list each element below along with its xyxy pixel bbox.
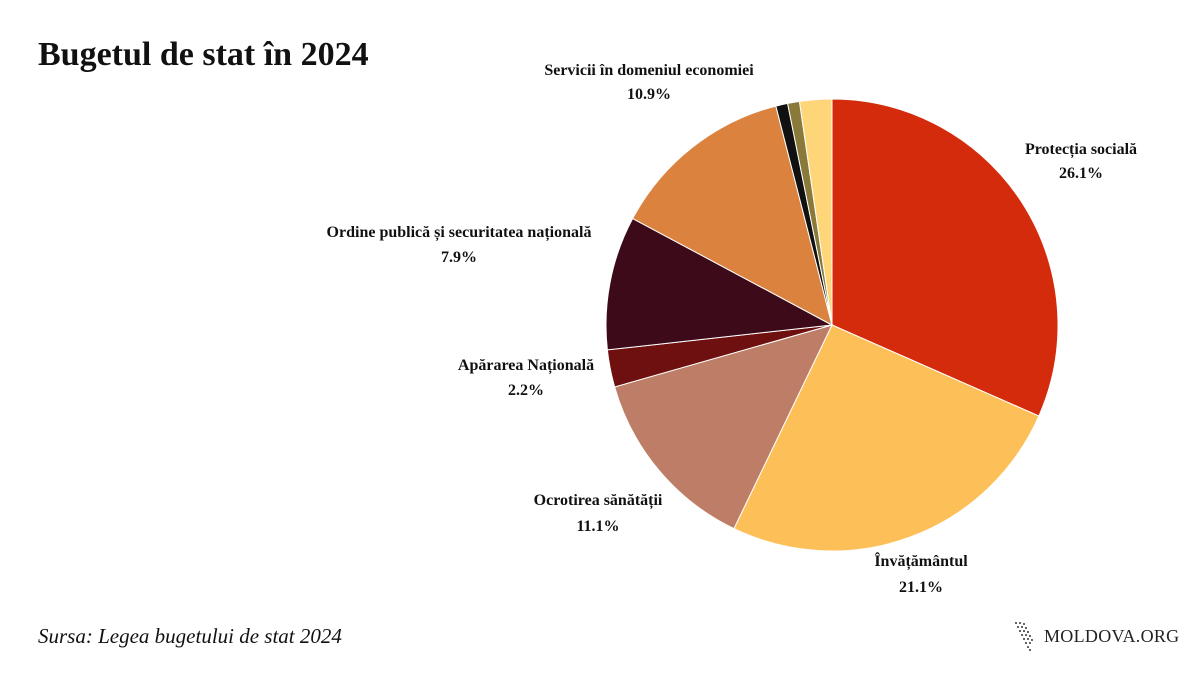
pie-slice-ocrotirea-sanatatii xyxy=(614,324,833,530)
slice-value-invatamantul: 21.1% xyxy=(899,579,943,596)
moldova-map-icon xyxy=(1015,622,1033,651)
brand-name: MOLDOVA.ORG xyxy=(1044,625,1180,646)
slice-label-invatamantul: Învățământul xyxy=(874,551,968,571)
chart-title: Bugetul de stat în 2024 xyxy=(38,36,369,73)
slice-value-ocrotirea-sanatatii: 11.1% xyxy=(576,518,619,535)
pie-slice-servicii-economie xyxy=(631,105,833,326)
source-note: Sursa: Legea bugetului de stat 2024 xyxy=(38,624,342,648)
pie-slice-invatamantul xyxy=(733,324,1040,552)
pie-slice-other-3 xyxy=(798,98,833,326)
slice-label-ocrotirea-sanatatii: Ocrotirea sănătății xyxy=(534,492,663,510)
slice-label-servicii-economie: Servicii în domeniul economiei xyxy=(544,62,754,79)
pie-slices xyxy=(605,98,1059,552)
pie-slice-protectia-sociala xyxy=(831,98,1059,417)
slice-label-apararea-nationala: Apărarea Națională xyxy=(458,357,594,375)
slice-label-protectia-sociala: Protecția socială xyxy=(1025,141,1137,159)
slice-value-servicii-economie: 10.9% xyxy=(627,86,671,103)
slice-value-protectia-sociala: 26.1% xyxy=(1059,165,1103,182)
slice-label-ordine-publica: Ordine publică și securitatea națională xyxy=(327,224,592,242)
brand-link[interactable]: MOLDOVA.ORG xyxy=(1012,620,1179,652)
slice-value-apararea-nationala: 2.2% xyxy=(508,382,544,399)
pie-slice-ordine-publica xyxy=(605,217,834,351)
slice-value-ordine-publica: 7.9% xyxy=(441,249,477,266)
